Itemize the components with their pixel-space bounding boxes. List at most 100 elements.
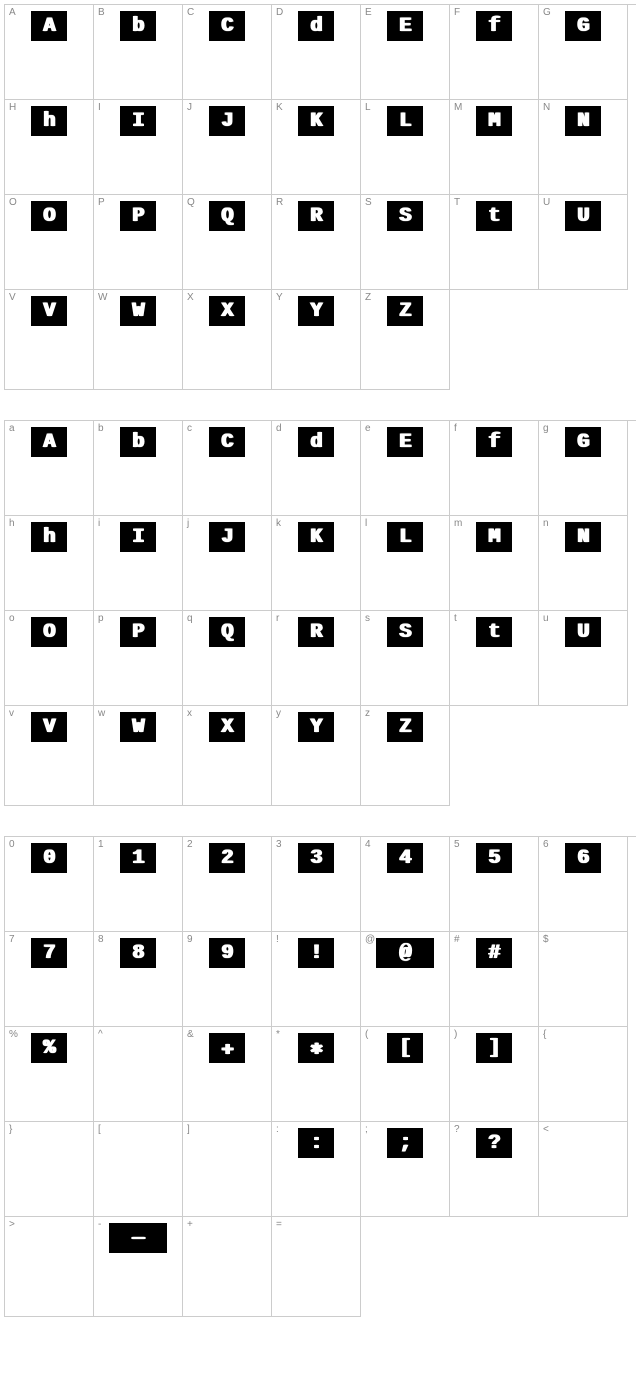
glyph-icon: ✱ — [298, 1033, 334, 1063]
glyph-wrap: — — [109, 1223, 167, 1253]
glyph-icon: R — [298, 201, 334, 231]
charmap-cell: iI — [94, 516, 183, 611]
glyph-wrap: d — [298, 11, 334, 41]
charmap-cell: &✚ — [183, 1027, 272, 1122]
charmap-cell: NN — [539, 100, 628, 195]
charmap-cell: !! — [272, 932, 361, 1027]
cell-label: A — [9, 8, 16, 18]
charmap-cell: SS — [361, 195, 450, 290]
glyph-icon: 4 — [387, 843, 423, 873]
cell-label: f — [454, 424, 457, 434]
charmap-cell: yY — [272, 706, 361, 806]
charmap-cell: rR — [272, 611, 361, 706]
cell-label: e — [365, 424, 371, 434]
cell-label: g — [543, 424, 549, 434]
glyph-wrap: X — [209, 296, 245, 326]
charmap-cell: ?? — [450, 1122, 539, 1217]
glyph-icon: f — [476, 11, 512, 41]
cell-label: ] — [187, 1125, 190, 1135]
charmap-cell: Tt — [450, 195, 539, 290]
glyph-icon: S — [387, 201, 423, 231]
charmap-cell: tt — [450, 611, 539, 706]
glyph-wrap: t — [476, 617, 512, 647]
charmap-cell: wW — [94, 706, 183, 806]
charmap-cell: OO — [5, 195, 94, 290]
glyph-wrap: J — [209, 522, 245, 552]
cell-label: 7 — [9, 935, 15, 945]
cell-label: m — [454, 519, 462, 529]
cell-label: } — [9, 1125, 12, 1135]
glyph-wrap: L — [387, 522, 423, 552]
glyph-wrap: Q — [209, 617, 245, 647]
charmap-cell: + — [183, 1217, 272, 1317]
cell-label: l — [365, 519, 367, 529]
charmap-cell: JJ — [183, 100, 272, 195]
charmap-cell: aA — [5, 421, 94, 516]
glyph-icon: X — [209, 712, 245, 742]
glyph-icon: A — [31, 11, 67, 41]
charmap-cell: kK — [272, 516, 361, 611]
cell-label: t — [454, 614, 457, 624]
glyph-icon: P — [120, 201, 156, 231]
glyph-wrap: f — [476, 427, 512, 457]
glyph-icon: A — [31, 427, 67, 457]
glyph-icon: N — [565, 522, 601, 552]
cell-label: ? — [454, 1125, 460, 1135]
charmap-cell: PP — [94, 195, 183, 290]
glyph-icon: M — [476, 106, 512, 136]
glyph-wrap: V — [31, 712, 67, 742]
glyph-icon: Q — [209, 201, 245, 231]
charmap-cell: 88 — [94, 932, 183, 1027]
glyph-icon: O — [31, 617, 67, 647]
cell-label: M — [454, 103, 462, 113]
glyph-wrap: W — [120, 712, 156, 742]
glyph-icon: b — [120, 11, 156, 41]
charmap-row: vVwWxXyYzZ — [5, 706, 636, 806]
glyph-wrap: G — [565, 11, 601, 41]
cell-label: K — [276, 103, 283, 113]
cell-label: ; — [365, 1125, 368, 1135]
cell-label: j — [187, 519, 189, 529]
cell-label: G — [543, 8, 551, 18]
glyph-wrap: 3 — [298, 843, 334, 873]
glyph-icon: 8 — [120, 938, 156, 968]
glyph-wrap: @ — [376, 938, 434, 968]
charmap-row: VVWWXXYYZZ — [5, 290, 636, 390]
charmap-cell: [ — [94, 1122, 183, 1217]
glyph-wrap: b — [120, 427, 156, 457]
glyph-icon: 7 — [31, 938, 67, 968]
cell-label: = — [276, 1220, 282, 1230]
glyph-icon: Y — [298, 712, 334, 742]
charmap-cell: UU — [539, 195, 628, 290]
glyph-wrap: P — [120, 201, 156, 231]
glyph-icon: Z — [387, 712, 423, 742]
glyph-icon: ? — [476, 1128, 512, 1158]
cell-label: S — [365, 198, 372, 208]
charmap-cell: 33 — [272, 837, 361, 932]
charmap-cell: eE — [361, 421, 450, 516]
charmap-cell: ff — [450, 421, 539, 516]
cell-label: ) — [454, 1030, 457, 1040]
glyph-icon: 2 — [209, 843, 245, 873]
cell-label: @ — [365, 935, 375, 945]
cell-label: 6 — [543, 840, 549, 850]
glyph-wrap: ! — [298, 938, 334, 968]
glyph-wrap: A — [31, 11, 67, 41]
charmap-cell: hh — [5, 516, 94, 611]
glyph-icon: 1 — [120, 843, 156, 873]
cell-label: d — [276, 424, 282, 434]
glyph-wrap: U — [565, 617, 601, 647]
glyph-icon: L — [387, 522, 423, 552]
cell-label: + — [187, 1220, 193, 1230]
charmap-cell: Hh — [5, 100, 94, 195]
glyph-icon: W — [120, 296, 156, 326]
glyph-wrap: Y — [298, 712, 334, 742]
glyph-icon: V — [31, 296, 67, 326]
glyph-wrap: J — [209, 106, 245, 136]
glyph-icon: 6 — [565, 843, 601, 873]
charmap-cell: 77 — [5, 932, 94, 1027]
glyph-wrap: E — [387, 11, 423, 41]
glyph-icon: Y — [298, 296, 334, 326]
glyph-wrap: t — [476, 201, 512, 231]
cell-label: n — [543, 519, 549, 529]
